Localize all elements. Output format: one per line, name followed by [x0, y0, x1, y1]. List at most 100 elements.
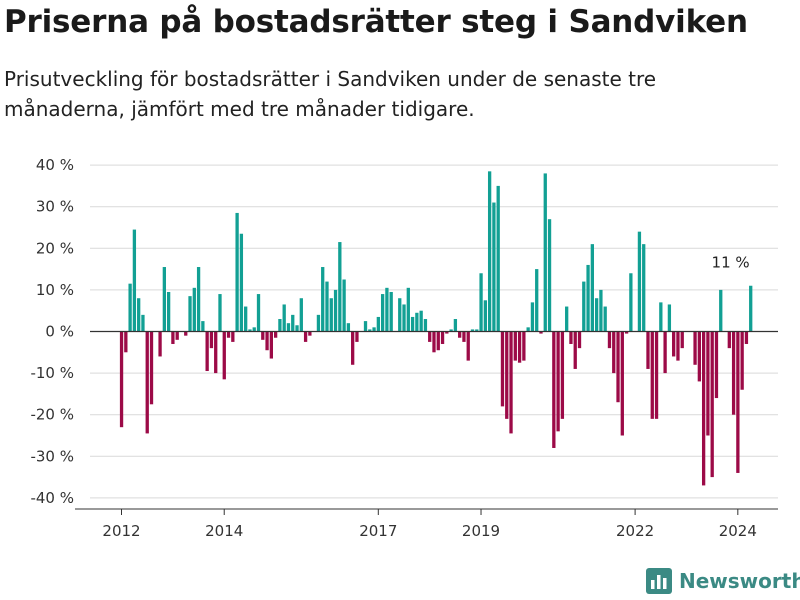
y-tick-label: 10 %: [36, 281, 74, 299]
bar: [714, 331, 719, 399]
bar: [736, 331, 740, 473]
bar: [697, 331, 701, 382]
bar: [470, 329, 475, 332]
bar: [727, 331, 731, 349]
bar: [646, 331, 650, 369]
bar: [586, 264, 590, 332]
bar: [663, 331, 667, 374]
bar: [248, 329, 252, 332]
bar: [222, 331, 226, 380]
bar: [149, 331, 154, 405]
bar: [719, 289, 723, 332]
bar: [278, 319, 282, 332]
bar: [607, 331, 612, 349]
newsworthy-brand: Newsworthy: [646, 568, 800, 594]
bar: [338, 242, 342, 332]
bar: [475, 329, 479, 332]
bar: [522, 331, 526, 361]
bar: [162, 267, 166, 332]
bar: [128, 283, 132, 332]
bar: [141, 314, 145, 332]
newsworthy-logo-icon: [646, 568, 672, 594]
bar: [171, 331, 175, 344]
bar-chart: 40 % 30 % 20 % 10 % 0 % -10 % -20 % -30 % -40 % 2…: [30, 156, 778, 540]
bar: [209, 331, 214, 349]
y-tick-label: 20 %: [36, 239, 74, 257]
bar: [269, 331, 273, 359]
last-value-label: 11 %: [712, 254, 750, 272]
bar: [483, 300, 487, 332]
bar: [205, 331, 209, 372]
x-tick-label: 2017: [359, 522, 397, 540]
bar: [466, 331, 470, 361]
bar: [423, 319, 428, 332]
bar: [184, 331, 188, 336]
bar: [410, 316, 415, 332]
bar: [308, 331, 312, 336]
bar: [201, 321, 205, 332]
bar: [261, 331, 265, 340]
bar: [428, 331, 432, 342]
bar: [590, 244, 594, 332]
bar: [325, 281, 329, 332]
bar: [513, 331, 517, 361]
bar: [342, 279, 346, 332]
bar: [449, 329, 453, 332]
bar: [701, 331, 706, 486]
bar: [603, 306, 607, 332]
bar: [556, 331, 560, 432]
bar: [282, 304, 286, 332]
x-tick-label: 2022: [616, 522, 654, 540]
bar: [731, 331, 736, 415]
bar: [552, 331, 556, 448]
bar: [436, 331, 440, 351]
bar: [637, 231, 642, 332]
bar: [355, 331, 359, 342]
bar: [594, 298, 599, 332]
bar: [650, 331, 654, 419]
bar: [321, 267, 325, 332]
bar: [235, 212, 239, 332]
bar: [295, 325, 299, 332]
y-tick-label: -10 %: [30, 364, 74, 382]
bar: [620, 331, 624, 436]
bar: [492, 202, 496, 332]
bar: [654, 331, 659, 419]
bar: [398, 298, 402, 332]
bar: [706, 331, 710, 436]
bar: [526, 327, 530, 332]
bar: [573, 331, 577, 369]
bar: [132, 229, 137, 332]
bar: [329, 298, 333, 332]
bar: [680, 331, 684, 349]
bar: [244, 306, 248, 332]
bar: [629, 273, 633, 332]
bar: [333, 289, 338, 332]
bar: [226, 331, 231, 338]
bar: [445, 331, 449, 334]
bar: [509, 331, 513, 434]
x-tick-label: 2014: [205, 522, 243, 540]
bar: [389, 291, 393, 332]
bar: [119, 331, 124, 428]
bar: [316, 314, 321, 332]
bar: [351, 331, 355, 365]
bar: [415, 312, 419, 332]
bar: [744, 331, 749, 344]
bar: [188, 296, 192, 332]
bar: [710, 331, 714, 478]
bar: [239, 233, 244, 332]
bar: [505, 331, 509, 419]
y-tick-label: -40 %: [30, 489, 74, 507]
bar: [137, 298, 141, 332]
bar: [577, 331, 582, 349]
bar: [440, 331, 445, 344]
x-tick-label: 2019: [462, 522, 500, 540]
bar: [196, 267, 201, 332]
bar: [368, 329, 372, 332]
bar: [496, 185, 500, 332]
brand-name: Newsworthy: [679, 569, 800, 593]
bar: [286, 323, 291, 332]
y-tick-label: 40 %: [36, 156, 74, 174]
bar: [158, 331, 162, 357]
